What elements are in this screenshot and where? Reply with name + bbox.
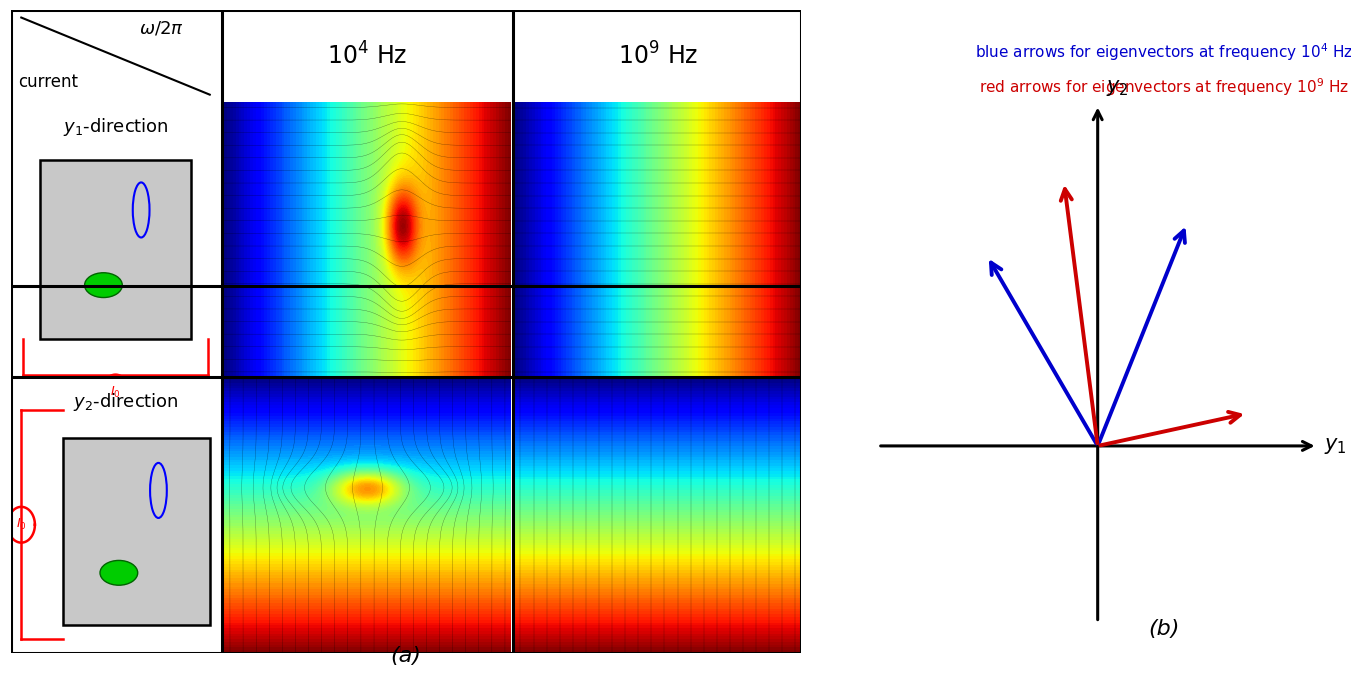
Text: $\omega/2\pi$: $\omega/2\pi$ [139,20,184,37]
Bar [41,160,190,339]
Text: $10^9$ Hz: $10^9$ Hz [617,42,698,70]
Text: current: current [19,73,78,91]
Text: $y_1$: $y_1$ [1324,436,1347,456]
Text: $y_2$-direction: $y_2$-direction [73,391,178,413]
Text: (b): (b) [1148,619,1179,639]
Text: $I_0$: $I_0$ [111,385,120,400]
Text: (a): (a) [390,646,422,666]
Text: blue arrows for eigenvectors at frequency $10^4$ Hz: blue arrows for eigenvectors at frequenc… [975,41,1351,63]
Text: $y_2$: $y_2$ [1105,78,1128,97]
Text: $I_0$: $I_0$ [16,517,27,532]
Ellipse shape [100,560,138,585]
Text: $y_1$-direction: $y_1$-direction [62,116,169,138]
Text: red arrows for eigenvectors at frequency $10^9$ Hz: red arrows for eigenvectors at frequency… [979,76,1350,98]
Text: $10^4$ Hz: $10^4$ Hz [327,42,408,70]
Bar [63,438,209,626]
Ellipse shape [85,273,123,298]
